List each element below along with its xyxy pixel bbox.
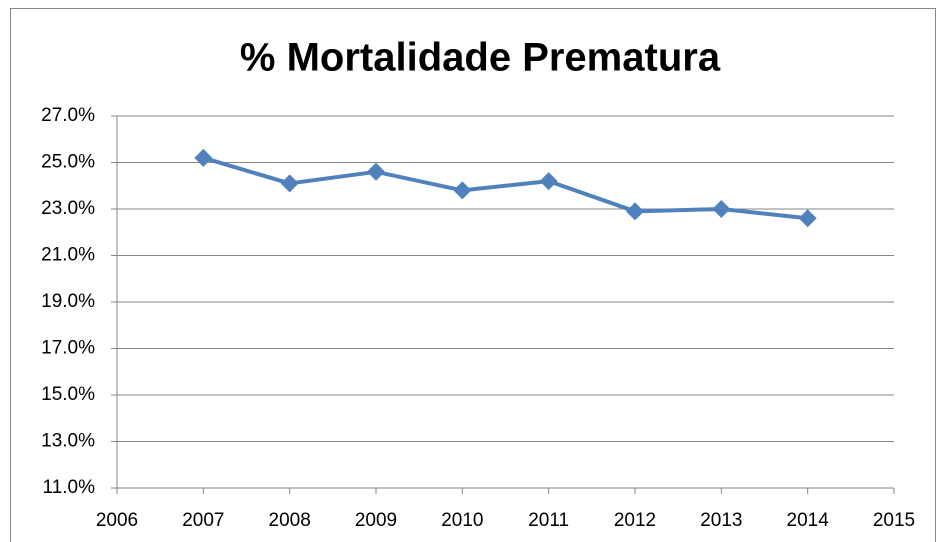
chart-title: % Mortalidade Prematura	[240, 36, 721, 80]
x-tick-label: 2006	[96, 510, 138, 531]
x-tick-label: 2011	[528, 510, 569, 531]
y-tick-label: 23.0%	[41, 198, 95, 219]
y-tick-label: 15.0%	[41, 384, 95, 405]
x-tick-label: 2007	[182, 510, 224, 531]
data-marker	[798, 209, 817, 228]
data-marker	[453, 181, 472, 200]
chart-frame	[10, 8, 936, 542]
x-tick-label: 2012	[614, 510, 656, 531]
data-marker	[712, 200, 731, 218]
x-tick-label: 2014	[787, 510, 830, 531]
y-tick-label: 17.0%	[41, 338, 95, 359]
data-marker	[626, 202, 644, 221]
y-tick-label: 27.0%	[41, 105, 95, 126]
x-tick-label: 2010	[441, 510, 483, 531]
y-tick-label: 11.0%	[43, 477, 96, 498]
x-tick-label: 2009	[355, 510, 397, 531]
data-marker	[367, 162, 385, 181]
data-marker	[539, 172, 558, 191]
data-marker	[194, 148, 213, 167]
y-tick-label: 19.0%	[41, 291, 95, 312]
y-tick-label: 13.0%	[41, 431, 95, 452]
y-tick-label: 21.0%	[41, 245, 95, 266]
x-tick-label: 2008	[269, 510, 311, 531]
x-tick-label: 2015	[873, 510, 915, 531]
y-tick-label: 25.0%	[41, 152, 95, 173]
data-marker	[280, 174, 299, 193]
data-line	[202, 155, 808, 221]
x-tick-label: 2013	[700, 510, 742, 531]
